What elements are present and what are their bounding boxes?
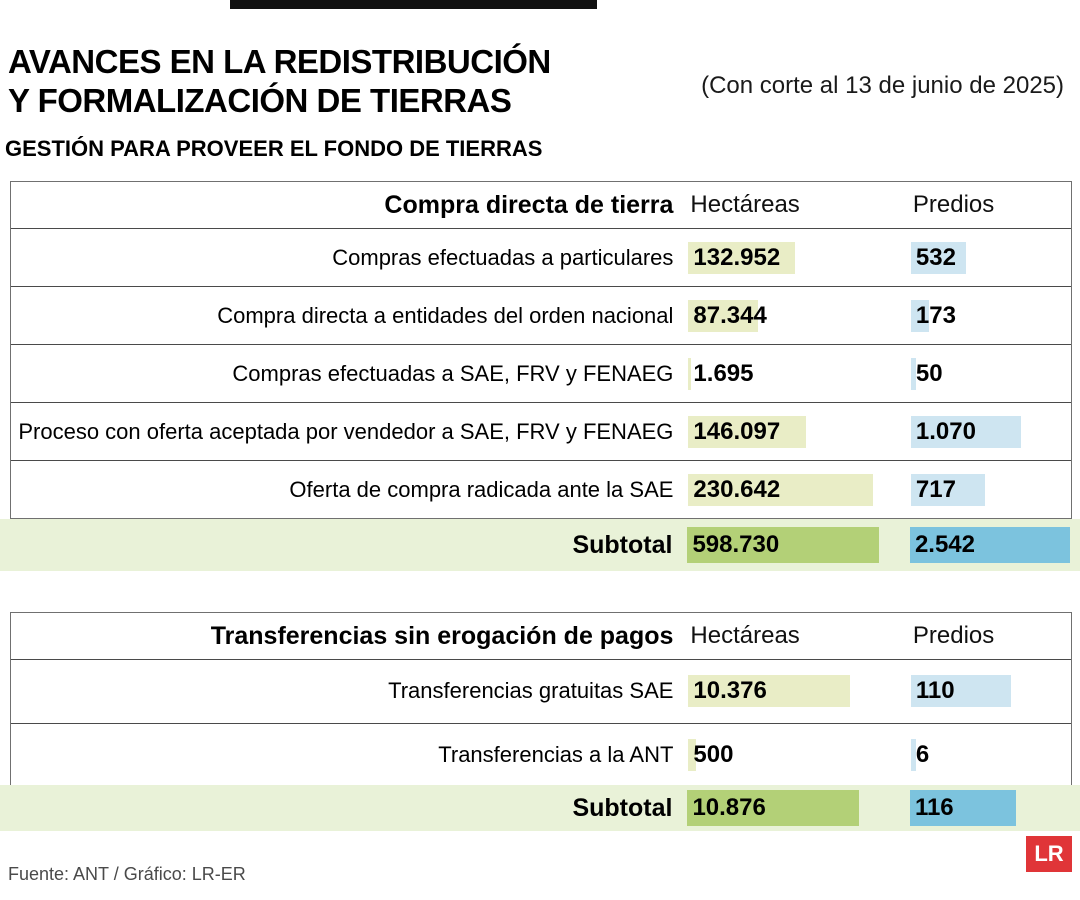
row-label: Compra directa a entidades del orden nac… (217, 302, 674, 328)
predios-cell: 110 (908, 660, 1071, 723)
predios-cell: 6 (908, 724, 1071, 787)
predios-cell: 2.542 (907, 519, 1080, 571)
predios-cell: 532 (908, 229, 1071, 286)
hectareas-bar (688, 241, 796, 274)
hectareas-subtotal-bar (687, 790, 860, 826)
predios-value: 110 (915, 677, 955, 705)
subtotal-row-transferencias: Subtotal 10.876 116 (0, 785, 1080, 831)
row-label: Oferta de compra radicada ante la SAE (289, 476, 674, 502)
predios-subtotal-bar (909, 790, 1016, 826)
predios-bar (910, 415, 1021, 448)
predios-subtotal-value: 116 (914, 794, 954, 821)
predios-cell: 717 (908, 461, 1071, 518)
hectareas-cell: 500 (685, 724, 907, 787)
table-title: Transferencias sin erogación de pagos (210, 621, 674, 650)
hectareas-cell: 146.097 (685, 403, 907, 460)
hectareas-value: 146.097 (693, 417, 781, 445)
row-label: Compras efectuadas a particulares (332, 244, 674, 270)
predios-header-cell: Predios (908, 182, 1071, 228)
hectareas-header-cell: Hectáreas (685, 182, 907, 228)
hectareas-value: 1.695 (693, 359, 754, 387)
row-label: Transferencias gratuitas SAE (388, 678, 674, 704)
column-header-predios: Predios (912, 622, 995, 649)
hectareas-value: 500 (693, 740, 734, 768)
predios-cell: 1.070 (908, 403, 1071, 460)
table-header-row: Transferencias sin erogación de pagos He… (11, 613, 1071, 659)
row-label: Proceso con oferta aceptada por vendedor… (18, 418, 674, 444)
hectareas-value: 230.642 (693, 475, 781, 503)
hectareas-bar (688, 473, 874, 506)
table-transferencias: Transferencias sin erogación de pagos He… (10, 612, 1072, 787)
predios-bar (910, 473, 985, 506)
predios-subtotal-value: 2.542 (914, 531, 975, 558)
hectareas-value: 132.952 (693, 243, 781, 271)
page-title: AVANCES EN LA REDISTRIBUCIÓN Y FORMALIZAC… (8, 42, 551, 120)
predios-subtotal-bar (909, 527, 1070, 563)
predios-cell: 116 (907, 785, 1080, 831)
row-label: Compras efectuadas a SAE, FRV y FENAEG (232, 360, 674, 386)
lr-logo: LR (1026, 836, 1072, 872)
hectareas-bar (688, 357, 691, 390)
predios-cell: 173 (908, 287, 1071, 344)
hectareas-bar (688, 675, 851, 708)
subtotal-row-compra-directa: Subtotal 598.730 2.542 (0, 519, 1080, 571)
table-row: Compras efectuadas a SAE, FRV y FENAEG 1… (11, 344, 1071, 402)
hectareas-cell: 598.730 (684, 519, 907, 571)
hectareas-subtotal-value: 598.730 (692, 531, 780, 558)
predios-value: 6 (915, 740, 930, 768)
cutoff-date-note: (Con corte al 13 de junio de 2025) (701, 72, 1064, 99)
hectareas-cell: 10.876 (684, 785, 907, 831)
column-header-hectareas: Hectáreas (690, 622, 800, 649)
hectareas-header-cell: Hectáreas (685, 613, 907, 659)
table-row: Oferta de compra radicada ante la SAE 23… (11, 460, 1071, 518)
table-row: Compra directa a entidades del orden nac… (11, 286, 1071, 344)
predios-value: 50 (915, 359, 943, 387)
predios-bar (910, 241, 966, 274)
section-title: GESTIÓN PARA PROVEER EL FONDO DE TIERRAS (5, 136, 543, 161)
hectareas-subtotal-bar (687, 527, 880, 563)
table-title: Compra directa de tierra (384, 190, 674, 219)
column-header-predios: Predios (912, 191, 995, 218)
predios-bar (910, 299, 929, 332)
hectareas-cell: 87.344 (685, 287, 907, 344)
table-header-row: Compra directa de tierra Hectáreas Predi… (11, 182, 1071, 228)
predios-header-cell: Predios (908, 613, 1071, 659)
source-credit: Fuente: ANT / Gráfico: LR-ER (8, 864, 246, 884)
subtotal-label: Subtotal (572, 793, 673, 822)
predios-bar (910, 738, 917, 771)
hectareas-value: 10.376 (693, 677, 767, 705)
predios-value: 1.070 (915, 417, 976, 445)
column-header-hectareas: Hectáreas (690, 191, 800, 218)
predios-cell: 50 (908, 345, 1071, 402)
page-title-line1: AVANCES EN LA REDISTRIBUCIÓN (8, 43, 551, 81)
hectareas-bar (688, 415, 806, 448)
hectareas-value: 87.344 (693, 301, 767, 329)
row-label: Transferencias a la ANT (438, 741, 674, 767)
hectareas-bar (688, 299, 759, 332)
predios-value: 532 (915, 243, 956, 271)
subtotal-label: Subtotal (572, 530, 673, 559)
predios-bar (910, 675, 1011, 708)
table-row: Transferencias a la ANT 500 6 (11, 722, 1071, 787)
top-accent-bar (230, 0, 597, 9)
hectareas-cell: 1.695 (685, 345, 907, 402)
hectareas-bar (688, 738, 697, 771)
hectareas-subtotal-value: 10.876 (692, 794, 766, 821)
page-title-line2: Y FORMALIZACIÓN DE TIERRAS (8, 82, 512, 120)
hectareas-cell: 230.642 (685, 461, 907, 518)
table-row: Proceso con oferta aceptada por vendedor… (11, 402, 1071, 460)
predios-value: 717 (915, 475, 956, 503)
table-row: Transferencias gratuitas SAE 10.376 110 (11, 659, 1071, 723)
hectareas-cell: 132.952 (685, 229, 907, 286)
table-compra-directa: Compra directa de tierra Hectáreas Predi… (10, 181, 1072, 519)
predios-value: 173 (915, 301, 956, 329)
table-row: Compras efectuadas a particulares 132.95… (11, 228, 1071, 286)
predios-bar (910, 357, 916, 390)
hectareas-cell: 10.376 (685, 660, 907, 723)
